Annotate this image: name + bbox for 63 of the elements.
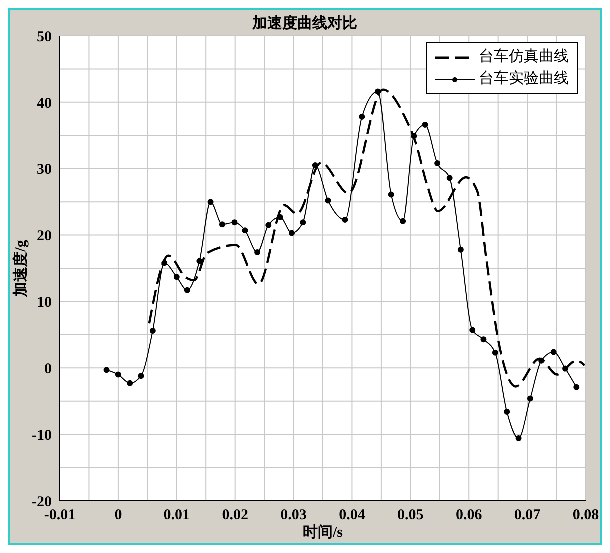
point	[516, 436, 522, 442]
point	[104, 367, 110, 374]
x-tick-label: 0.02	[222, 508, 248, 524]
point	[492, 350, 498, 356]
point	[411, 133, 418, 140]
point	[374, 88, 381, 95]
point	[527, 396, 534, 402]
point	[325, 198, 332, 204]
y-tick-label: 30	[37, 162, 52, 178]
y-tick-label: 50	[37, 29, 52, 46]
point	[388, 192, 394, 198]
point	[458, 246, 464, 253]
point	[232, 220, 238, 226]
y-tick-label: -10	[32, 428, 52, 444]
point	[359, 114, 366, 120]
point	[184, 287, 190, 294]
point	[434, 160, 441, 167]
point	[242, 228, 248, 234]
x-tick-label: 0.06	[456, 508, 483, 524]
point	[446, 175, 453, 182]
x-tick-label: 0.07	[514, 508, 542, 524]
x-axis-title: 时间/s	[302, 524, 344, 541]
point	[208, 199, 214, 206]
y-tick-label: 40	[37, 96, 52, 112]
point	[312, 162, 318, 169]
point	[277, 214, 284, 220]
point	[219, 222, 226, 228]
y-tick-label: 10	[37, 295, 52, 312]
point	[504, 408, 510, 415]
y-tick-label: 0	[44, 361, 52, 378]
point	[254, 250, 261, 256]
point	[574, 384, 580, 390]
point	[266, 222, 272, 228]
point	[562, 366, 569, 372]
point	[400, 218, 406, 224]
x-tick-label: 0.04	[339, 508, 366, 524]
y-tick-label: -20	[32, 494, 52, 510]
x-tick-label: 0.08	[572, 508, 600, 524]
chart-title: 加速度曲线对比	[252, 16, 358, 32]
point	[127, 380, 134, 386]
y-axis-title: 加速度/g	[11, 240, 30, 298]
y-tick-label: 20	[37, 228, 52, 245]
point	[115, 372, 122, 378]
point	[174, 274, 180, 280]
x-tick-label: 0.01	[164, 508, 190, 524]
point	[150, 328, 156, 334]
point	[289, 230, 296, 236]
point	[480, 336, 487, 343]
x-tick-label: 0	[114, 508, 122, 524]
x-tick-label: 0.05	[398, 508, 424, 524]
point	[550, 349, 557, 356]
x-tick-label: 0.03	[280, 508, 307, 524]
point	[422, 122, 428, 128]
point	[538, 358, 545, 364]
point	[162, 260, 168, 266]
point	[300, 220, 306, 226]
legend-label: 台车仿真曲线	[479, 49, 569, 65]
point	[470, 327, 476, 334]
point	[138, 373, 144, 380]
point	[196, 258, 203, 264]
x-tick-label: -0.01	[44, 508, 76, 524]
point	[342, 217, 348, 224]
legend-label: 台车实验曲线	[479, 71, 569, 87]
